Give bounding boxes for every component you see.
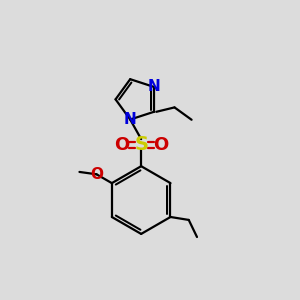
Text: O: O bbox=[153, 136, 168, 154]
Text: O: O bbox=[90, 167, 103, 182]
Text: O: O bbox=[114, 136, 130, 154]
Text: S: S bbox=[134, 136, 148, 154]
Text: N: N bbox=[148, 80, 160, 94]
Text: N: N bbox=[124, 112, 136, 127]
